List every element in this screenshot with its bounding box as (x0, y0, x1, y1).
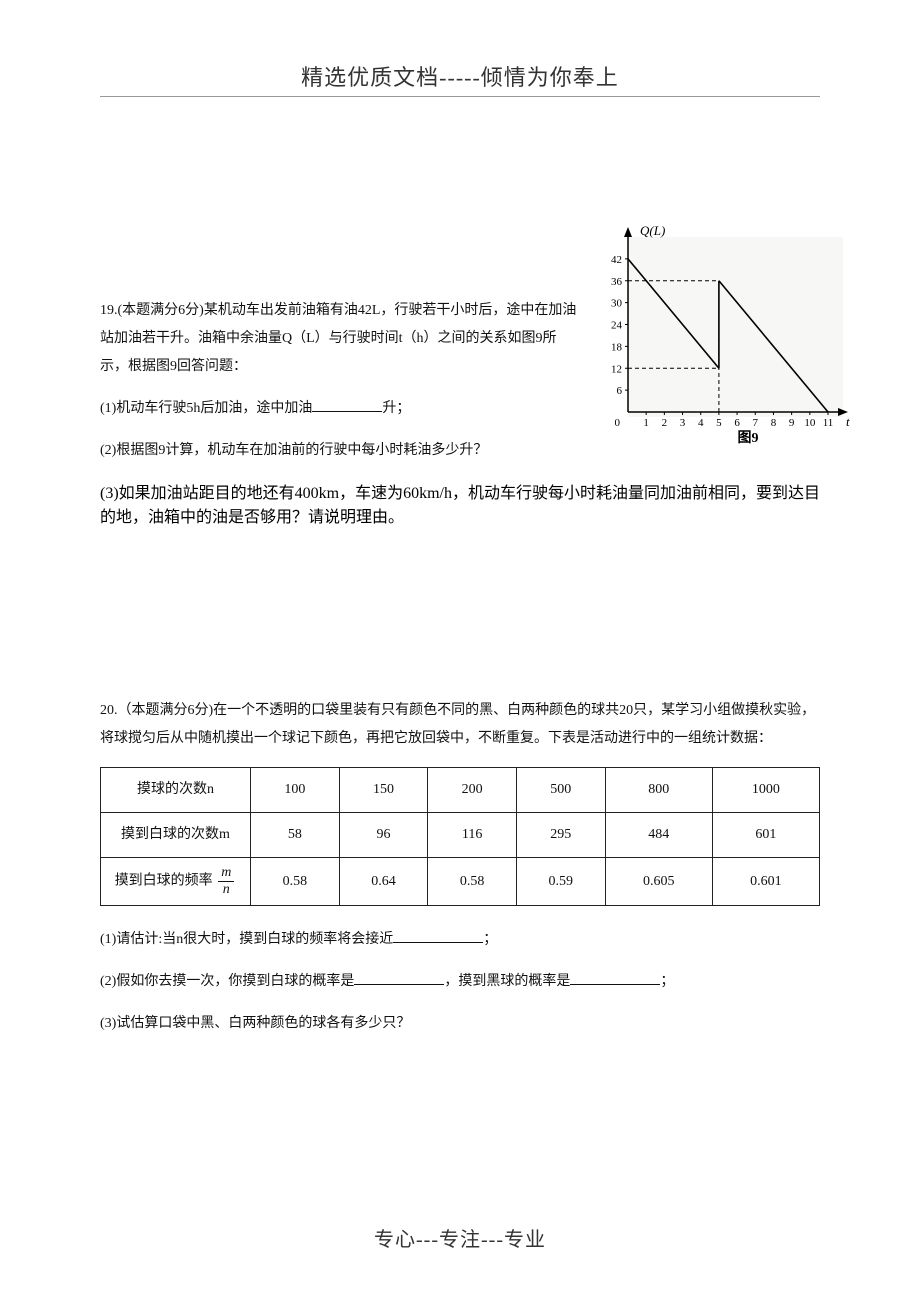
row3-label-text: 摸到白球的频率 (115, 874, 213, 889)
row1-label: 摸球的次数n (101, 768, 251, 813)
svg-text:30: 30 (611, 298, 623, 310)
svg-text:t(h): t(h) (846, 414, 850, 429)
cell: 500 (516, 768, 605, 813)
frac-num: m (218, 866, 234, 882)
q19-part1-a: (1)机动车行驶5h后加油，途中加油 (100, 401, 312, 416)
q20-stem: 20.（本题满分6分)在一个不透明的口袋里装有只有颜色不同的黑、白两种颜色的球共… (100, 697, 820, 753)
table-row: 摸到白球的频率 m n 0.58 0.64 0.58 0.59 0.605 0.… (101, 858, 820, 906)
q19-blank1[interactable] (312, 398, 382, 412)
cell: 0.58 (251, 858, 340, 906)
cell: 0.605 (605, 858, 712, 906)
svg-text:6: 6 (617, 385, 623, 397)
svg-text:24: 24 (611, 320, 623, 332)
fraction-icon: m n (218, 866, 234, 897)
table-row: 摸球的次数n 100 150 200 500 800 1000 (101, 768, 820, 813)
svg-text:18: 18 (611, 341, 623, 353)
q19-stem: 19.(本题满分6分)某机动车出发前油箱有油42L，行驶若干小时后，途中在加油站… (100, 297, 580, 381)
cell: 0.58 (428, 858, 517, 906)
q19-part1: (1)机动车行驶5h后加油，途中加油 升； (100, 395, 580, 423)
row2-label: 摸到白球的次数m (101, 813, 251, 858)
cell: 484 (605, 813, 712, 858)
frac-den: n (218, 882, 234, 897)
svg-text:10: 10 (804, 417, 816, 429)
cell: 100 (251, 768, 340, 813)
page-header: 精选优质文档-----倾情为你奉上 (100, 60, 820, 92)
svg-text:0: 0 (615, 417, 621, 429)
svg-text:7: 7 (753, 417, 759, 429)
q20-part1-a: (1)请估计:当n很大时，摸到白球的频率将会接近 (100, 932, 393, 947)
svg-text:42: 42 (611, 254, 622, 266)
cell: 601 (712, 813, 819, 858)
svg-text:6: 6 (734, 417, 740, 429)
q20-part1: (1)请估计:当n很大时，摸到白球的频率将会接近 ； (100, 926, 820, 954)
svg-text:图9: 图9 (738, 430, 759, 446)
q20-table: 摸球的次数n 100 150 200 500 800 1000 摸到白球的次数m… (100, 767, 820, 906)
cell: 58 (251, 813, 340, 858)
graph-figure-9: 612182430364212345678910110Q(L)t(h)图9 (590, 217, 850, 452)
header-rule (100, 96, 820, 97)
svg-text:Q(L): Q(L) (640, 223, 665, 238)
question-19: 19.(本题满分6分)某机动车出发前油箱有油42L，行驶若干小时后，途中在加油站… (100, 297, 820, 527)
svg-text:2: 2 (662, 417, 668, 429)
q20-part1-b: ； (483, 932, 497, 947)
q19-part3: (3)如果加油站距目的地还有400km，车速为60km/h，机动车行驶每小时耗油… (100, 479, 820, 527)
cell: 116 (428, 813, 517, 858)
svg-text:36: 36 (611, 276, 623, 288)
cell: 295 (516, 813, 605, 858)
q20-part2-c: ； (660, 974, 674, 989)
svg-text:5: 5 (716, 417, 722, 429)
svg-text:11: 11 (823, 417, 834, 429)
page-footer: 专心---专注---专业 (0, 1223, 920, 1252)
cell: 150 (339, 768, 428, 813)
row3-label: 摸到白球的频率 m n (101, 858, 251, 906)
svg-text:4: 4 (698, 417, 704, 429)
cell: 200 (428, 768, 517, 813)
q20-blank3[interactable] (570, 971, 660, 985)
q20-part3: (3)试估算口袋中黑、白两种颜色的球各有多少只？ (100, 1010, 820, 1038)
table-row: 摸到白球的次数m 58 96 116 295 484 601 (101, 813, 820, 858)
svg-text:3: 3 (680, 417, 686, 429)
q20-blank2[interactable] (354, 971, 444, 985)
q20-blank1[interactable] (393, 929, 483, 943)
q19-part2: (2)根据图9计算，机动车在加油前的行驶中每小时耗油多少升？ (100, 437, 580, 465)
svg-text:12: 12 (611, 363, 622, 375)
q20-part2: (2)假如你去摸一次，你摸到白球的概率是 ，摸到黑球的概率是 ； (100, 968, 820, 996)
q20-part2-a: (2)假如你去摸一次，你摸到白球的概率是 (100, 974, 354, 989)
svg-text:1: 1 (643, 417, 649, 429)
question-20: 20.（本题满分6分)在一个不透明的口袋里装有只有颜色不同的黑、白两种颜色的球共… (100, 697, 820, 1038)
q19-part1-b: 升； (382, 401, 410, 416)
cell: 0.59 (516, 858, 605, 906)
cell: 800 (605, 768, 712, 813)
cell: 96 (339, 813, 428, 858)
q20-part2-b: ，摸到黑球的概率是 (444, 974, 570, 989)
svg-text:8: 8 (771, 417, 777, 429)
svg-text:9: 9 (789, 417, 795, 429)
cell: 0.601 (712, 858, 819, 906)
cell: 1000 (712, 768, 819, 813)
cell: 0.64 (339, 858, 428, 906)
